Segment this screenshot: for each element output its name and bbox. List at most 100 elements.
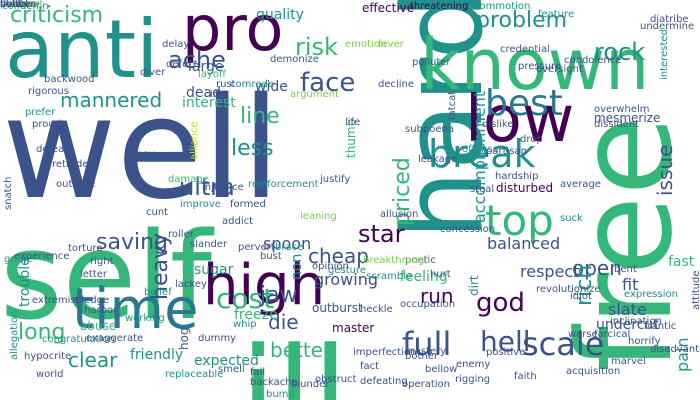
cloud-word: low [465,83,575,157]
cloud-word: threatening [410,1,469,12]
cloud-word: concession [440,224,496,235]
cloud-word: operation [402,379,451,390]
cloud-word: bust [260,251,282,262]
cloud-word: defect [166,59,198,70]
cloud-word: scramble [366,271,412,282]
cloud-word: enemy [456,359,491,370]
cloud-word: bent [614,264,637,275]
cloud-word: addict [222,216,254,227]
cloud-word: justify [320,174,351,185]
cloud-word: interest [182,95,236,111]
cloud-word: saving [96,230,168,255]
cloud-word: replaceable [165,369,224,380]
cloud-word: layoff [198,69,226,80]
cloud-word: improve [180,199,221,210]
cloud-word: injustice [202,182,244,193]
cloud-word: balanced [487,234,561,253]
cloud-word: frantic [644,321,677,332]
cloud-word: farcical [594,329,631,340]
cloud-word: bolster [0,0,35,10]
cloud-word: slate [608,300,647,319]
cloud-word: dummy [198,333,237,344]
cloud-word: condolence [564,55,622,66]
cloud-word: large [188,59,224,75]
cloud-word: congratulation [42,334,115,345]
cloud-word: break [428,132,536,176]
cloud-word: pledge [75,295,110,306]
cloud-word: rigging [455,374,491,385]
cloud-word: proud [32,119,62,130]
cloud-word: life [345,117,361,128]
cloud-word: leaning [300,211,337,222]
cloud-word: demonize [270,54,319,65]
cloud-word: star [358,220,405,248]
cloud-word: imperfection [353,347,417,358]
cloud-word: extremist [32,295,80,306]
cloud-word: quality [256,7,304,23]
cloud-word: diatribe [650,14,689,25]
cloud-word: belief [144,287,172,298]
cloud-word: mesmerize [594,111,661,125]
cloud-word: problem [476,8,568,33]
cloud-word: undercut [596,317,659,333]
cloud-word: mastery [405,346,447,357]
cloud-word: overwhelm [594,104,650,115]
cloud-word: expected [194,353,259,369]
cloud-word: abuse [80,319,117,333]
cloud-word: ache [168,46,226,74]
cloud-word: revolutionize [536,284,601,295]
cloud-word: worse [568,329,598,340]
cloud-word: full [402,325,452,363]
cloud-word: respect [520,262,580,281]
cloud-word: dirt [467,275,481,296]
cloud-word: dissident [594,119,640,130]
cloud-word: face [300,68,356,98]
cloud-word: non [289,253,305,280]
cloud-word: condemn [2,1,49,12]
cloud-word: occupation [400,299,456,310]
cloud-word: hardship [495,171,539,182]
cloud-word: delay [162,39,190,50]
cloud-word: defeating [360,376,408,387]
cloud-word: backache [250,377,298,388]
cloud-word: letter [80,269,108,280]
cloud-word: issue [653,144,677,196]
cloud-word: world [36,369,64,380]
cloud-word: fact [360,361,380,372]
cloud-word: credential [500,44,550,55]
cloud-word: expression [624,289,678,300]
cloud-word: exaggerate [86,333,144,344]
cloud-word: horrify [628,336,661,347]
cloud-word: happy [124,149,156,160]
cloud-word: smell [218,364,245,375]
cloud-word: well [2,68,281,231]
cloud-word: slander [190,239,228,250]
cloud-word: whip [233,319,257,330]
cloud-word: torture [68,243,103,254]
cloud-word: feeling [400,269,448,285]
cloud-word: heckle [360,304,393,315]
cloud-word: comrade [230,79,275,90]
cloud-word: opinion [312,261,349,272]
cloud-word: decline [378,79,415,90]
cloud-word: experience [14,251,70,262]
cloud-word: cost [216,282,275,315]
cloud-word: die [268,310,299,334]
cloud-word: snatch [3,176,14,210]
cloud-word: disturbed [496,181,554,195]
cloud-word: obscure [0,0,40,10]
cloud-word: spoon [263,234,312,253]
cloud-word: commotion [474,1,531,12]
cloud-word: scale [522,325,605,363]
cloud-word: blunder [291,379,330,390]
cloud-word: mannered [60,88,163,112]
cloud-word: pervert [238,242,275,253]
cloud-word: argument [290,89,339,100]
cloud-word: outburst [312,301,363,315]
cloud-word: bother [405,351,438,362]
cloud-word: risk [295,33,338,61]
cloud-word: anti [5,3,159,96]
cloud-word: offense [462,144,499,155]
cloud-word: disadvantage [650,344,700,355]
